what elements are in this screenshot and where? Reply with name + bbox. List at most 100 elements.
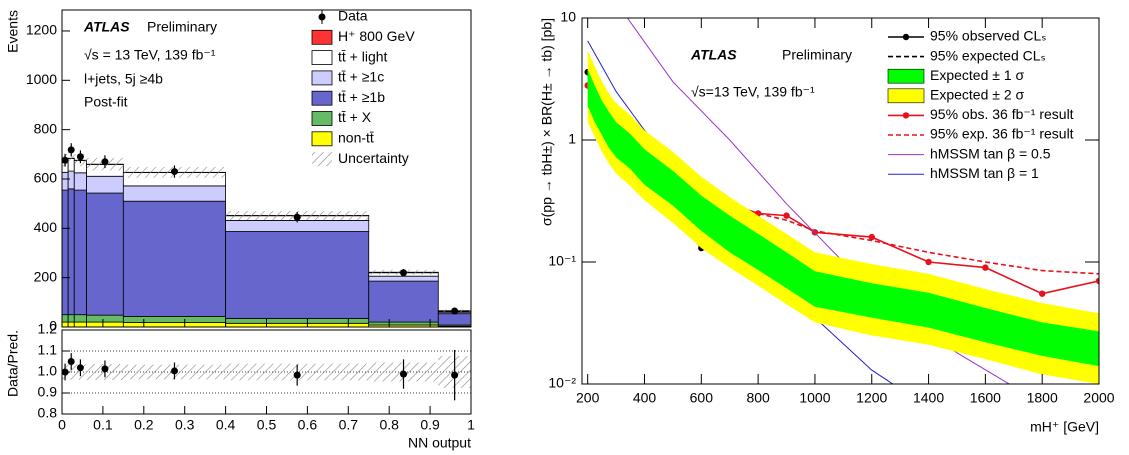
x-tick-label: 1400 (913, 390, 944, 406)
stack-segment (122, 185, 226, 202)
x-tick-label: 0.7 (339, 417, 359, 433)
stack-segment (86, 321, 124, 327)
stack-segment (225, 231, 370, 319)
data-point (451, 307, 459, 315)
x-tick-label: 2000 (1083, 390, 1114, 406)
legend-marker (902, 112, 910, 119)
stack-segment (122, 315, 226, 323)
stack-segment (437, 313, 471, 326)
legend-swatch (311, 90, 333, 106)
ratio-y-tick-label: 1.0 (38, 363, 58, 379)
y-tick-label: 200 (34, 268, 58, 284)
stack-segment (67, 188, 75, 316)
series-marker (783, 212, 790, 219)
legend-label: 95% observed CLₛ (930, 28, 1047, 44)
legend-label: tt̄ + ≥1c (338, 69, 384, 85)
ratio-y-tick-label: 0.9 (38, 384, 58, 400)
ratio-point (400, 370, 408, 378)
x-tick-label: 1800 (1027, 390, 1058, 406)
stack-segment (86, 192, 124, 316)
x-tick-label: 0 (58, 417, 66, 433)
legend-label: hMSSM tan β = 1 (930, 165, 1039, 181)
annotation: √s = 13 TeV, 139 fb⁻¹ (84, 47, 216, 63)
stack-segment (62, 321, 69, 327)
x-tick-label: 1000 (799, 390, 830, 406)
y-tick-label: 10⁻² (548, 375, 576, 391)
ratio-point (76, 364, 84, 372)
y-tick-label: 1 (568, 131, 576, 147)
stack-segment (62, 189, 69, 316)
stack-segment (122, 200, 226, 317)
y-axis-title: σ(pp → tbH±) × BR(H± → tb) [pb] (539, 18, 555, 226)
x-tick-label: 400 (633, 390, 657, 406)
data-point (67, 146, 75, 154)
plot-frame (581, 17, 1100, 385)
legend-label: 95% expected CLₛ (930, 47, 1046, 63)
stack-segment (86, 175, 124, 194)
x-axis-title: NN output (408, 435, 471, 451)
annotation: Preliminary (147, 19, 217, 35)
y-axis-title: Events (5, 10, 21, 53)
annotation: ATLAS (690, 47, 737, 63)
series-marker (982, 264, 989, 271)
y-tick-label: 1200 (26, 22, 57, 38)
legend-marker (902, 33, 910, 41)
stack-segment (67, 321, 75, 327)
annotation: l+jets, 5j ≥4b (84, 71, 163, 87)
ratio-point (101, 365, 109, 373)
stack-segment (62, 314, 69, 323)
data-point (76, 153, 84, 161)
x-tick-label: 0.9 (420, 417, 440, 433)
data-point (293, 213, 301, 221)
ratio-y-tick-label: 1.1 (38, 342, 58, 358)
legend-label: Uncertainty (338, 150, 409, 166)
series-marker (1038, 290, 1046, 297)
stack-segment (225, 317, 370, 324)
ratio-axis-title: Data/Pred. (5, 330, 21, 397)
x-tick-label: 0.5 (257, 417, 277, 433)
y-tick-label: 400 (34, 219, 58, 235)
legend-swatch (311, 29, 333, 45)
x-tick-label: 600 (690, 390, 714, 406)
x-tick-label: 0.8 (379, 417, 399, 433)
x-tick-label: 800 (746, 390, 770, 406)
stack-segment (73, 321, 87, 327)
annotation: ATLAS (83, 19, 130, 35)
legend-label: H⁺ 800 GeV (338, 28, 415, 44)
stack-segment (67, 170, 75, 190)
x-tick-label: 0.2 (134, 417, 154, 433)
stack-segment (225, 322, 370, 327)
y-tick-label: 0 (49, 318, 57, 334)
stack-segment (122, 322, 226, 327)
data-point (61, 156, 69, 164)
legend-label: Expected ± 2 σ (930, 87, 1025, 103)
legend-swatch (312, 152, 332, 167)
legend-swatch (311, 50, 333, 65)
annotation: Post-fit (84, 94, 128, 110)
stack-segment (73, 314, 87, 323)
ratio-y-tick-label: 1.2 (38, 321, 58, 337)
legend-label: tt̄ + X (338, 109, 372, 125)
series-marker (925, 258, 932, 266)
legend-label: Expected ± 1 σ (930, 67, 1025, 83)
legend-swatch (311, 70, 333, 86)
series-marker (1095, 277, 1099, 285)
stack-segment (368, 321, 439, 326)
data-point (101, 158, 109, 166)
ratio-y-tick-label: 0.8 (38, 405, 58, 421)
legend-label: tt̄ + light (338, 48, 388, 64)
y-tick-label: 1000 (26, 71, 57, 87)
x-tick-label: 0.4 (216, 417, 236, 433)
expected-band (587, 69, 1099, 367)
legend-label: Data (338, 8, 368, 24)
stack-segment (368, 275, 439, 282)
x-tick-label: 0.6 (298, 417, 318, 433)
expected-band (587, 50, 1099, 385)
legend-label: tt̄ + ≥1b (338, 89, 385, 105)
x-axis-title: mH⁺ [GeV] (1030, 419, 1099, 435)
legend-label: 95% exp. 36 fb⁻¹ result (930, 126, 1074, 142)
annotation: Preliminary (782, 47, 852, 63)
series-marker (868, 233, 875, 241)
x-tick-label: 0.3 (175, 417, 195, 433)
